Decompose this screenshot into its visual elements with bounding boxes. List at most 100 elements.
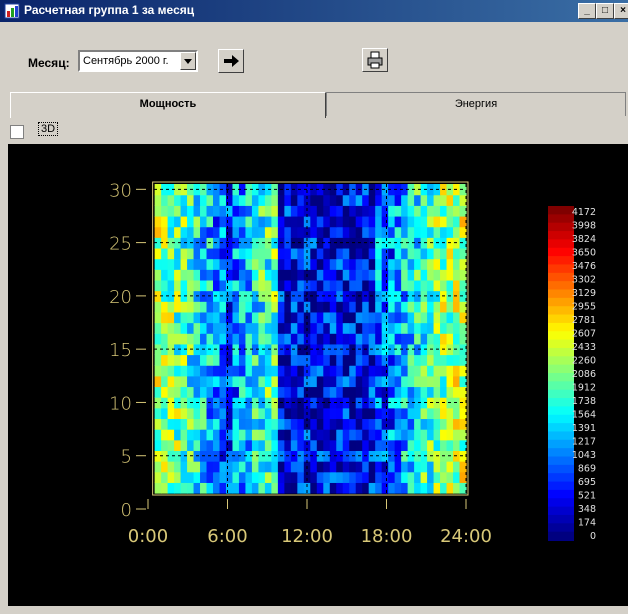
heat-cell bbox=[381, 333, 389, 345]
heat-cell bbox=[187, 429, 195, 441]
tab-power[interactable]: Мощность bbox=[10, 92, 326, 118]
heat-cell bbox=[219, 461, 227, 473]
heat-cell bbox=[420, 439, 428, 451]
heat-cell bbox=[200, 279, 208, 292]
heat-cell bbox=[433, 247, 441, 260]
heat-cell bbox=[459, 247, 467, 260]
heat-cell bbox=[290, 365, 298, 377]
heat-cell bbox=[238, 269, 247, 281]
colorbar-label: 521 bbox=[578, 491, 596, 502]
heat-cell bbox=[394, 184, 402, 196]
heat-cell bbox=[245, 375, 253, 388]
heat-cell bbox=[271, 194, 279, 206]
tab-energy[interactable]: Энергия bbox=[326, 92, 626, 116]
minimize-button[interactable]: _ bbox=[578, 3, 596, 19]
heat-cell bbox=[401, 354, 409, 366]
heat-cell bbox=[180, 226, 188, 238]
heat-cell bbox=[394, 311, 402, 324]
heat-cell bbox=[362, 215, 370, 228]
heat-cell bbox=[225, 397, 234, 409]
month-select[interactable]: Сентябрь 2000 г. bbox=[78, 50, 198, 72]
heat-cell bbox=[375, 205, 383, 217]
heat-cell bbox=[336, 365, 344, 377]
heat-cell bbox=[329, 322, 337, 334]
heat-cell bbox=[414, 237, 422, 249]
heat-cell bbox=[349, 375, 357, 388]
heat-cell bbox=[277, 354, 285, 366]
heat-cell bbox=[245, 418, 253, 430]
heat-cell bbox=[459, 301, 467, 313]
heat-cell bbox=[355, 333, 363, 345]
heat-cell bbox=[388, 407, 396, 420]
dropdown-button[interactable] bbox=[180, 52, 196, 70]
heat-cell bbox=[303, 279, 311, 292]
heat-cell bbox=[336, 450, 344, 462]
heat-cell bbox=[258, 258, 266, 270]
heat-cell bbox=[200, 439, 208, 451]
heat-cell bbox=[459, 461, 467, 473]
heat-cell bbox=[167, 365, 175, 377]
heat-cell bbox=[375, 333, 383, 345]
heat-cell bbox=[213, 269, 221, 281]
heat-cell bbox=[238, 258, 247, 270]
heat-cell bbox=[258, 226, 266, 238]
heat-cell bbox=[440, 461, 448, 473]
heat-cell bbox=[362, 375, 370, 388]
heat-cell bbox=[167, 439, 175, 451]
heat-cell bbox=[316, 407, 324, 420]
heat-cell bbox=[401, 301, 409, 313]
heat-cell bbox=[284, 322, 292, 334]
heat-cell bbox=[407, 407, 415, 420]
heat-cell bbox=[232, 279, 240, 292]
heat-cell bbox=[342, 375, 350, 388]
heat-cell bbox=[401, 418, 409, 430]
heat-cell bbox=[193, 322, 201, 334]
heat-cell bbox=[375, 439, 383, 451]
heat-cell bbox=[206, 418, 214, 430]
heat-cell bbox=[225, 343, 234, 356]
heat-cell bbox=[349, 279, 357, 292]
close-button[interactable]: × bbox=[614, 3, 628, 19]
heat-cell bbox=[381, 450, 389, 462]
heat-cell bbox=[355, 322, 363, 334]
heat-cell bbox=[245, 279, 253, 292]
heat-cell bbox=[375, 386, 383, 398]
heat-cell bbox=[284, 354, 292, 366]
heat-cell bbox=[219, 418, 227, 430]
heat-cell bbox=[180, 247, 188, 260]
y-tick-label: 20 bbox=[109, 287, 132, 308]
maximize-button[interactable]: □ bbox=[596, 3, 614, 19]
heat-cell bbox=[329, 194, 337, 206]
x-tick-label: 12:00 bbox=[281, 526, 333, 547]
heat-cell bbox=[174, 247, 182, 260]
colorbar-segment bbox=[548, 373, 574, 383]
next-button[interactable] bbox=[218, 49, 244, 73]
heat-cell bbox=[427, 386, 435, 398]
heat-cell bbox=[258, 343, 266, 356]
heat-cell bbox=[401, 450, 409, 462]
heat-cell bbox=[213, 258, 221, 270]
heat-cell bbox=[433, 407, 441, 420]
heat-cell bbox=[433, 311, 441, 324]
heat-cell bbox=[401, 247, 409, 260]
heat-cell bbox=[238, 184, 247, 196]
heat-cell bbox=[219, 354, 227, 366]
heat-cell bbox=[329, 386, 337, 398]
heat-cell bbox=[407, 269, 415, 281]
heat-cell bbox=[375, 194, 383, 206]
heat-cell bbox=[342, 333, 350, 345]
heat-cell bbox=[420, 247, 428, 260]
heat-cell bbox=[381, 461, 389, 473]
heat-cell bbox=[297, 247, 305, 260]
heat-cell bbox=[225, 439, 234, 451]
heat-cell bbox=[174, 258, 182, 270]
heat-cell bbox=[453, 215, 461, 228]
checkbox-3d[interactable] bbox=[10, 125, 24, 139]
print-button[interactable] bbox=[362, 48, 388, 72]
heat-cell bbox=[414, 269, 422, 281]
heat-cell bbox=[323, 450, 331, 462]
heat-cell bbox=[271, 311, 279, 324]
heat-cell bbox=[154, 226, 162, 238]
heat-cell bbox=[349, 365, 357, 377]
heat-cell bbox=[316, 301, 324, 313]
